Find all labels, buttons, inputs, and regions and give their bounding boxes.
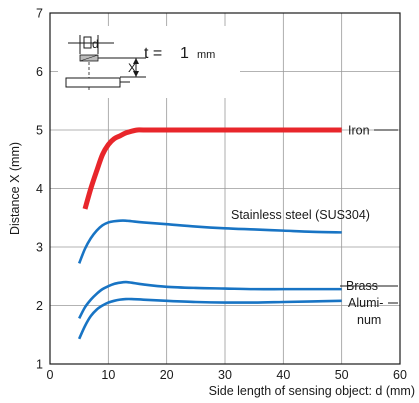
series-layer [77,127,342,340]
series-labels: Iron Stainless steel (SUS304) Brass Alum… [231,124,398,327]
x-dim-arrowhead-top [133,58,139,64]
series-line-aluminum [77,297,342,340]
y-axis-label: Distance X (mm) [8,142,22,235]
y-tick-label: 6 [36,65,43,79]
series-label-iron: Iron [348,124,370,138]
x-tick-label: 0 [47,368,54,382]
x-dim-arrowhead-bottom [133,71,139,77]
series-line-stainless [77,219,342,264]
y-tick-label: 2 [36,299,43,313]
x-tick-label: 20 [160,368,174,382]
x-tick-label: 10 [101,368,115,382]
plot-frame [49,12,401,365]
thickness-unit: mm [197,49,215,61]
x-tick-label: 40 [276,368,290,382]
sensor-body [65,77,121,88]
plate-hatch [79,54,99,62]
series-label-stainless: Stainless steel (SUS304) [231,208,370,222]
d-label: d [92,37,99,51]
y-tick-label: 4 [36,182,43,196]
y-tick-label: 5 [36,124,43,138]
sensor-diagram-inset: d X t = 1 mm [58,26,240,98]
x-axis-label: Side length of sensing object: d (mm) [209,384,415,398]
y-tick-label: 1 [36,358,43,372]
d-square-symbol [83,36,92,49]
y-tick-label: 7 [36,7,43,21]
series-label-aluminum-2: num [357,313,381,327]
series-line-iron [82,127,342,210]
tick-labels: 0 10 20 30 40 50 60 1 2 3 4 5 6 7 [36,7,407,383]
series-label-aluminum-1: Alumi- [348,296,383,310]
series-line-brass [78,280,342,319]
x-tick-label: 30 [218,368,232,382]
y-tick-label: 3 [36,241,43,255]
thickness-label: t = [144,45,162,62]
series-label-brass: Brass [346,279,378,293]
x-tick-label: 50 [335,368,349,382]
x-dim-label: X [128,61,136,75]
x-tick-label: 60 [393,368,407,382]
thickness-value: 1 [180,45,189,62]
